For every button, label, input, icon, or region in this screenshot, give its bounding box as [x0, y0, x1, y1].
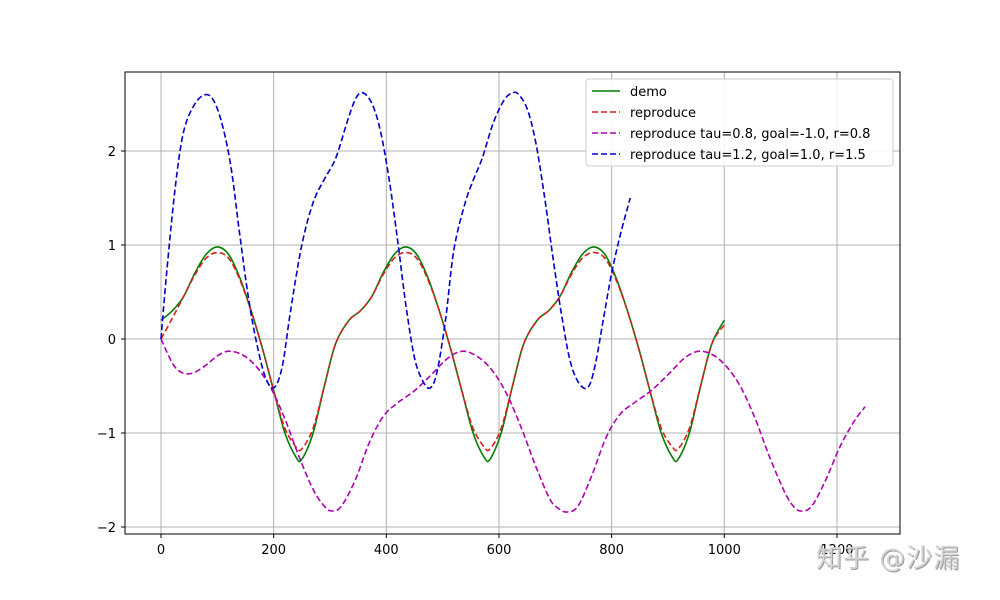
x-tick-label: 400: [374, 543, 399, 558]
y-tick-label: 0: [108, 333, 116, 348]
x-tick-label: 200: [261, 543, 286, 558]
legend-item-demo: demo: [592, 85, 667, 100]
y-tick-label: −2: [97, 521, 116, 536]
x-tick-label: 1000: [708, 543, 741, 558]
x-tick-label: 0: [157, 543, 165, 558]
legend-item-tau-1.2: reproduce tau=1.2, goal=1.0, r=1.5: [592, 148, 866, 163]
legend-label: reproduce: [630, 106, 696, 121]
y-tick-label: −1: [97, 427, 116, 442]
y-tick-label: 2: [108, 145, 116, 160]
legend-item-tau-0.8: reproduce tau=0.8, goal=-1.0, r=0.8: [592, 127, 870, 142]
legend-item-reproduce: reproduce: [592, 106, 696, 121]
axes-frame: [124, 71, 901, 535]
legend-items: demo reproduce reproduce tau=0.8, goal=-1.…: [592, 85, 870, 163]
x-tick-label: 1200: [820, 543, 853, 558]
series-layer: [160, 91, 866, 513]
x-axis-ticks: 0 200 400 600 800 1000 1200: [157, 534, 854, 558]
series-reproduce-tau-1.2-line: [160, 91, 631, 390]
y-axis-ticks: −2 −1 0 1 2: [97, 145, 125, 536]
y-tick-label: 1: [108, 239, 116, 254]
x-tick-label: 800: [599, 543, 624, 558]
series-reproduce-tau-0.8-line: [160, 338, 866, 513]
watermark-text: 知乎 @沙漏: [816, 544, 961, 574]
x-tick-label: 600: [487, 543, 512, 558]
legend: demo reproduce reproduce tau=0.8, goal=-1.…: [585, 78, 894, 167]
legend-label: reproduce tau=1.2, goal=1.0, r=1.5: [630, 148, 866, 163]
legend-label: demo: [630, 85, 667, 100]
legend-label: reproduce tau=0.8, goal=-1.0, r=0.8: [630, 127, 870, 142]
series-reproduce-line: [160, 251, 725, 452]
legend-box: [585, 78, 894, 167]
